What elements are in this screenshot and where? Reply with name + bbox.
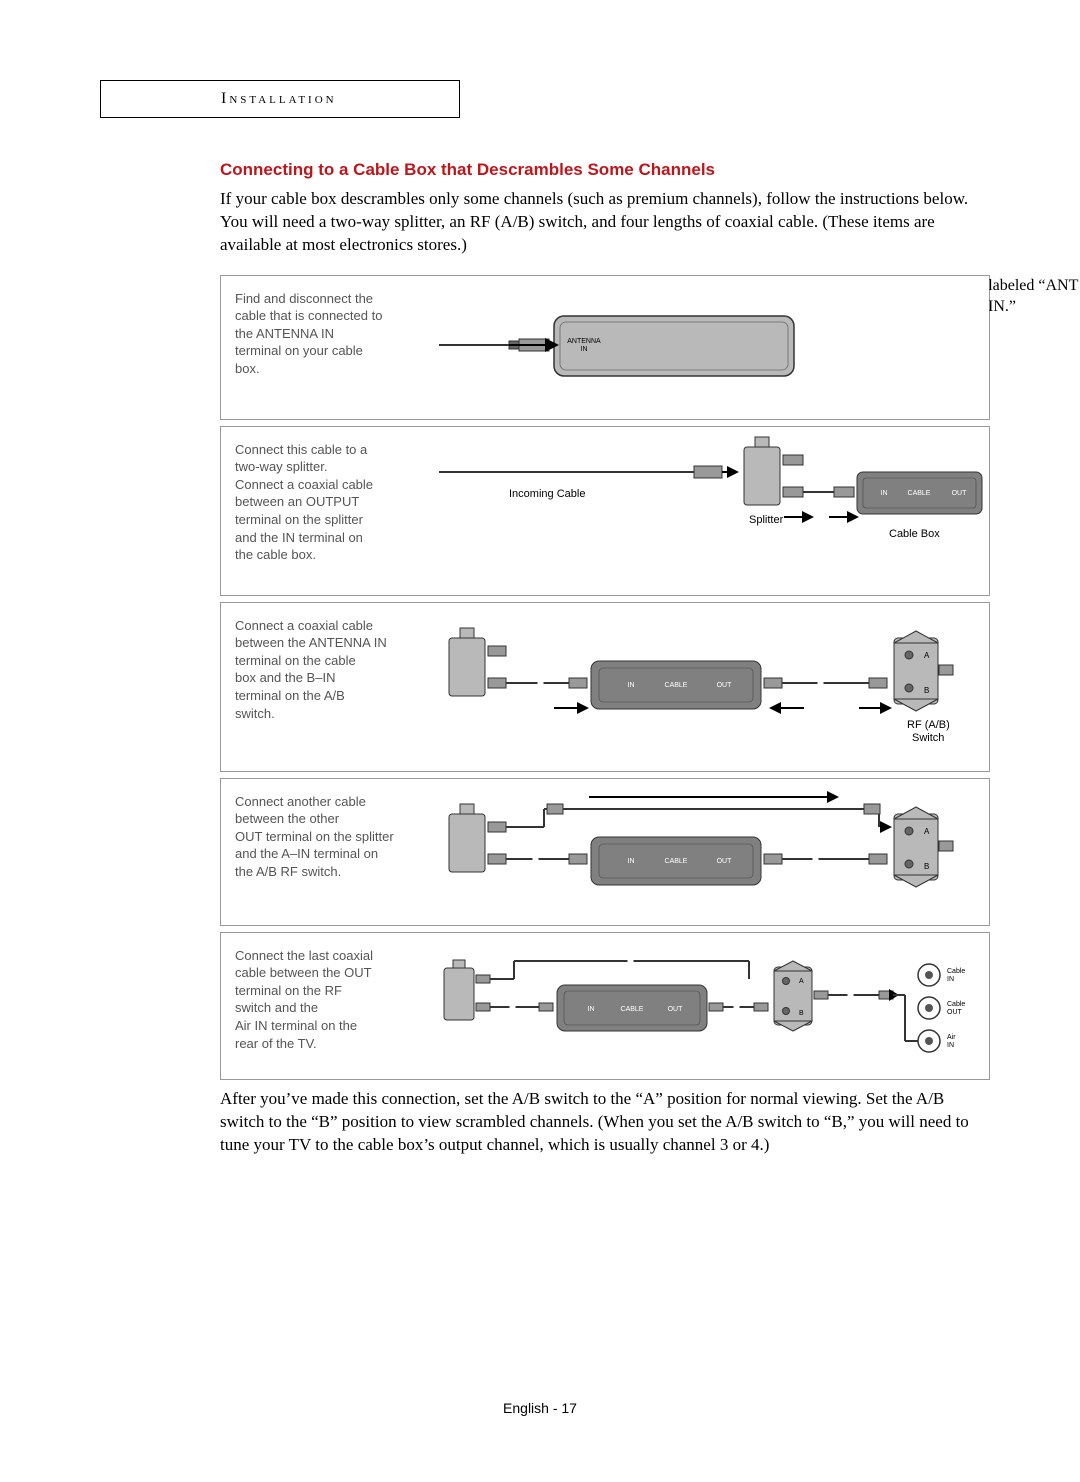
svg-text:IN: IN	[628, 682, 635, 689]
svg-text:Cable: Cable	[947, 968, 965, 975]
content-area: Connecting to a Cable Box that Descrambl…	[220, 160, 990, 1157]
svg-text:RF (A/B): RF (A/B)	[907, 719, 950, 731]
svg-text:IN: IN	[588, 1006, 595, 1013]
step-5-diagram: IN CABLE OUT A B	[439, 933, 989, 1079]
svg-text:CABLE: CABLE	[621, 1006, 644, 1013]
step-2-diagram: Incoming Cable Splitter IN CABLE	[439, 427, 989, 595]
step-3-diagram: IN CABLE OUT	[439, 603, 989, 771]
step-2: Connect this cable to a two-way splitter…	[220, 426, 990, 596]
step-4-text: Connect another cable between the other …	[221, 779, 439, 925]
step-3-text: Connect a coaxial cable between the ANTE…	[221, 603, 439, 771]
svg-text:Air: Air	[947, 1034, 956, 1041]
step-3: Connect a coaxial cable between the ANTE…	[220, 602, 990, 772]
step-4: Connect another cable between the other …	[220, 778, 990, 926]
svg-text:Cable Box: Cable Box	[889, 528, 940, 540]
svg-text:IN: IN	[947, 976, 954, 983]
svg-text:Incoming Cable: Incoming Cable	[509, 488, 585, 500]
svg-text:IN: IN	[881, 490, 888, 497]
svg-text:OUT: OUT	[717, 858, 733, 865]
svg-text:OUT: OUT	[717, 682, 733, 689]
svg-text:A: A	[799, 978, 804, 985]
svg-text:IN: IN	[628, 858, 635, 865]
svg-text:Splitter: Splitter	[749, 514, 784, 526]
svg-text:Switch: Switch	[912, 732, 944, 744]
svg-text:CABLE: CABLE	[665, 682, 688, 689]
svg-text:OUT: OUT	[947, 1009, 963, 1016]
step-1-text: Find and disconnect the cable that is co…	[221, 276, 439, 419]
svg-text:OUT: OUT	[952, 490, 968, 497]
svg-text:A: A	[924, 827, 930, 836]
svg-text:ANTENNA: ANTENNA	[567, 338, 601, 345]
page-number: English - 17	[0, 1400, 1080, 1416]
svg-text:OUT: OUT	[668, 1006, 684, 1013]
section-header-text: Installation	[221, 90, 337, 108]
page-heading: Connecting to a Cable Box that Descrambl…	[220, 160, 990, 180]
intro-paragraph: If your cable box descrambles only some …	[220, 188, 990, 257]
svg-text:IN: IN	[581, 346, 588, 353]
svg-text:IN: IN	[947, 1042, 954, 1049]
step-5: Connect the last coaxial cable between t…	[220, 932, 990, 1080]
svg-text:B: B	[924, 686, 929, 695]
svg-text:A: A	[924, 651, 930, 660]
steps-block: ◄ This terminal might be labeled “ANT IN…	[220, 275, 990, 1080]
footer-paragraph: After you’ve made this connection, set t…	[220, 1088, 990, 1157]
svg-text:CABLE: CABLE	[908, 490, 931, 497]
step-1-diagram: ANTENNA IN	[439, 276, 989, 419]
section-header: Installation	[100, 80, 460, 118]
step-1: Find and disconnect the cable that is co…	[220, 275, 990, 420]
step-5-text: Connect the last coaxial cable between t…	[221, 933, 439, 1079]
svg-text:B: B	[924, 862, 929, 871]
svg-text:CABLE: CABLE	[665, 858, 688, 865]
step-4-diagram: IN CABLE OUT A B	[439, 779, 989, 925]
svg-text:B: B	[799, 1010, 804, 1017]
svg-text:Cable: Cable	[947, 1001, 965, 1008]
step-2-text: Connect this cable to a two-way splitter…	[221, 427, 439, 595]
